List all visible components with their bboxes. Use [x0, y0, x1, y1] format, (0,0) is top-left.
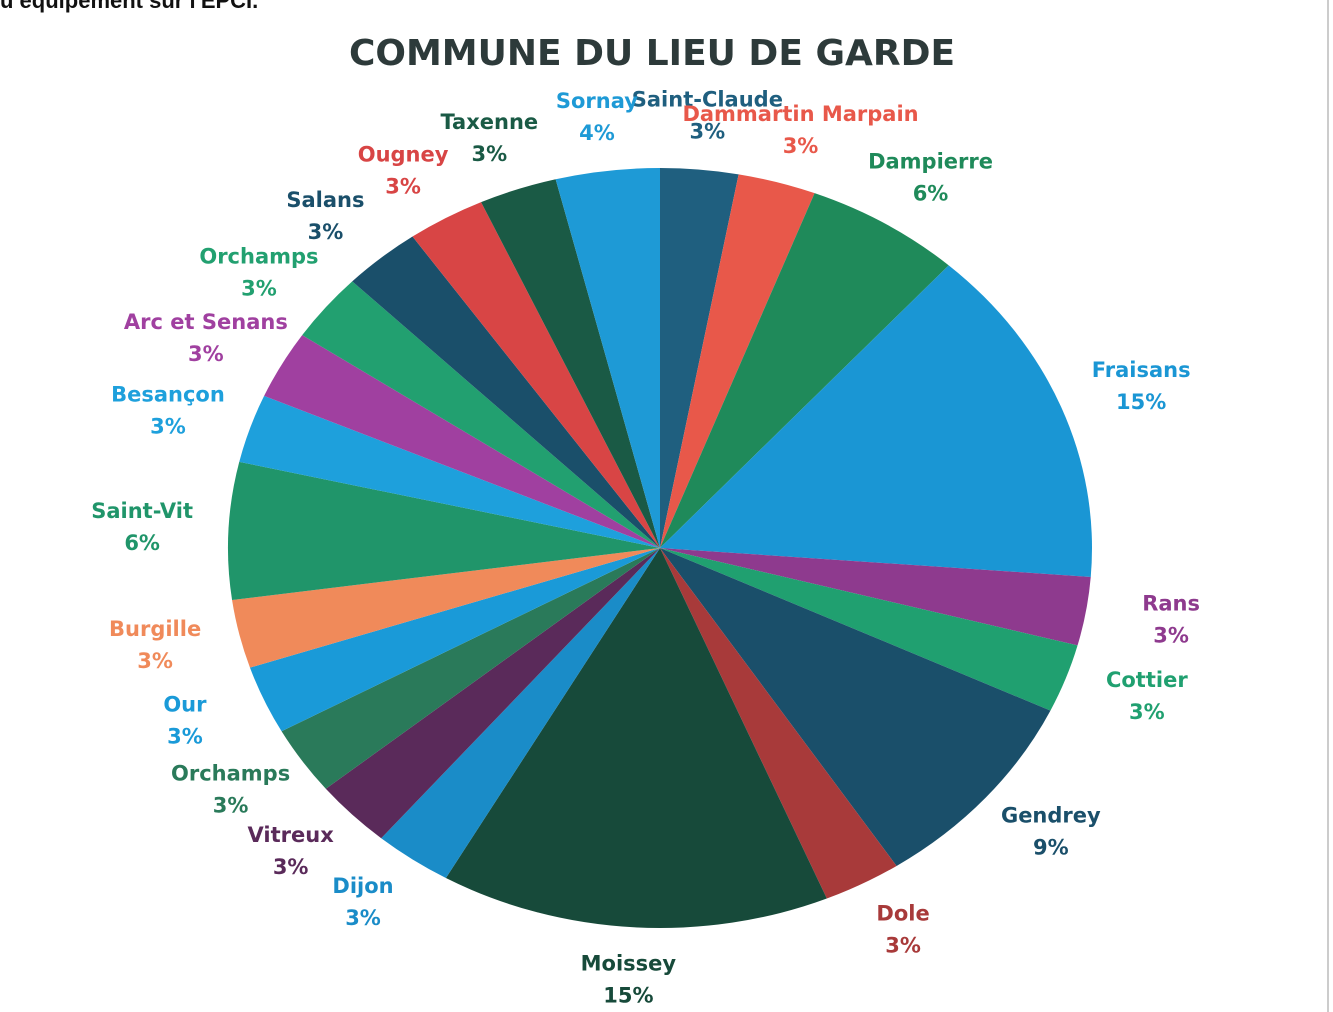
- value-label: 3%: [783, 134, 819, 158]
- slice-label: Dampierre: [868, 149, 993, 173]
- value-label: 3%: [1129, 700, 1165, 724]
- pie-slice: [445, 548, 827, 928]
- value-label: 3%: [385, 175, 421, 199]
- slice-label: Dole: [876, 902, 929, 926]
- value-label: 3%: [885, 934, 921, 958]
- pie-slice: [660, 168, 739, 548]
- value-label: 3%: [345, 906, 381, 930]
- slice-label: Besançon: [111, 383, 225, 407]
- slice-label: Ougney: [358, 143, 449, 167]
- pie-slice: [660, 548, 1091, 646]
- pie-slice: [660, 548, 1078, 711]
- slice-label: Sornay: [556, 89, 638, 113]
- pie-slice: [281, 548, 660, 789]
- slice-label: Taxenne: [440, 110, 538, 134]
- slice-label: Moissey: [581, 951, 677, 975]
- pie-slice: [325, 548, 660, 839]
- value-label: 3%: [241, 277, 277, 301]
- slice-label: Cottier: [1106, 668, 1188, 692]
- pie-slice: [660, 193, 949, 548]
- value-label: 3%: [1153, 623, 1189, 647]
- slice-label: Saint-Vit: [91, 499, 193, 523]
- value-label: 3%: [471, 142, 507, 166]
- pie-slice: [352, 236, 660, 549]
- value-label: 3%: [188, 342, 224, 366]
- chart-title: COMMUNE DU LIEU DE GARDE: [349, 33, 955, 74]
- slice-label: Saint-Claude: [632, 88, 783, 112]
- slice-label: Our: [163, 692, 207, 716]
- pie-slice: [302, 281, 660, 548]
- pie-slice: [660, 174, 815, 548]
- slice-label: Burgille: [109, 617, 201, 641]
- slice-label: Orchamps: [199, 245, 318, 269]
- value-label: 3%: [690, 120, 726, 144]
- header-text: u équipement sur l'EPCI.: [0, 0, 258, 13]
- slice-label: Salans: [286, 188, 364, 212]
- value-label: 6%: [124, 531, 160, 555]
- pie-slice: [381, 548, 660, 879]
- slice-label: Dammartin Marpain: [682, 102, 918, 126]
- pie-slice: [239, 395, 660, 548]
- pie-slice: [660, 548, 897, 899]
- slice-label: Fraisans: [1092, 358, 1191, 382]
- pie-slice: [232, 548, 660, 668]
- pie-slice: [249, 548, 660, 732]
- slice-label: Arc et Senans: [124, 310, 288, 334]
- value-label: 3%: [273, 855, 309, 879]
- slice-label: Orchamps: [171, 762, 290, 786]
- pie-slice: [660, 548, 1051, 866]
- pie-slice: [228, 461, 660, 600]
- value-label: 9%: [1033, 836, 1069, 860]
- slice-label: Vitreux: [248, 823, 335, 847]
- pie-slice: [660, 265, 1093, 577]
- pie-slice: [555, 168, 660, 548]
- value-label: 3%: [137, 649, 173, 673]
- value-label: 3%: [308, 220, 344, 244]
- value-label: 15%: [1116, 390, 1166, 414]
- value-label: 4%: [579, 121, 615, 145]
- value-label: 3%: [213, 794, 249, 818]
- value-label: 3%: [167, 724, 203, 748]
- pie-slice: [412, 202, 660, 548]
- value-label: 3%: [150, 415, 186, 439]
- pie-slice: [264, 335, 660, 548]
- slice-label: Dijon: [332, 874, 393, 898]
- value-label: 6%: [913, 181, 949, 205]
- pie-slice: [481, 179, 660, 549]
- slice-label: Rans: [1142, 591, 1200, 615]
- value-label: 15%: [603, 983, 653, 1007]
- slice-label: Gendrey: [1001, 804, 1101, 828]
